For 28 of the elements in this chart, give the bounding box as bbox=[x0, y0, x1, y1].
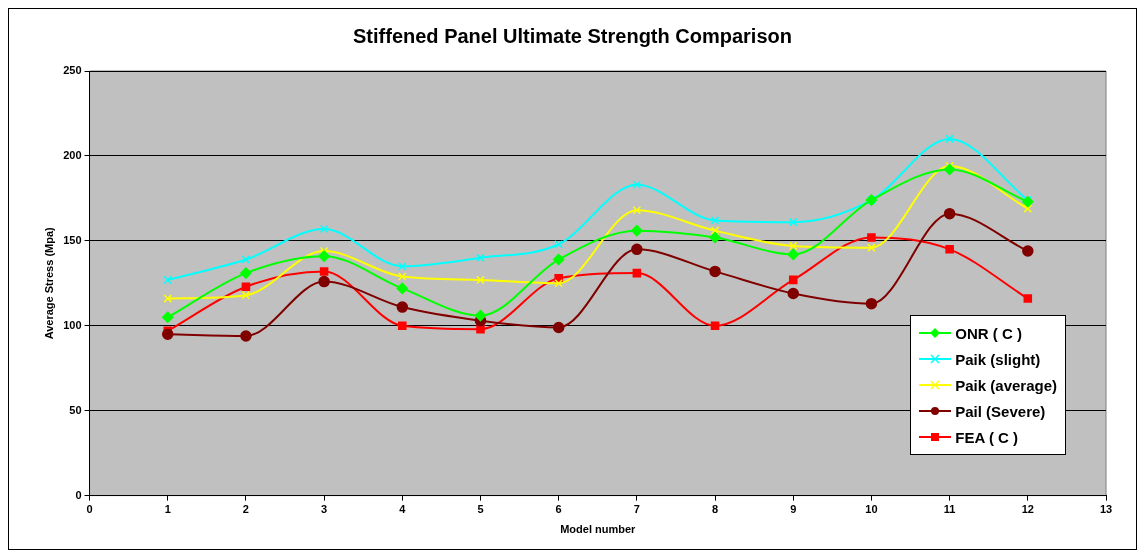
y-tick-label: 100 bbox=[63, 318, 82, 331]
x-tick-label: 12 bbox=[1021, 503, 1034, 516]
x-tick-label: 10 bbox=[865, 503, 878, 516]
y-tick-label: 200 bbox=[63, 148, 82, 161]
legend-label: Paik (slight) bbox=[955, 350, 1041, 368]
chart-title: Stiffened Panel Ultimate Strength Comparison bbox=[353, 24, 792, 47]
x-tick-label: 9 bbox=[790, 503, 797, 516]
y-tick-label: 50 bbox=[69, 403, 82, 416]
x-tick-label: 11 bbox=[943, 503, 956, 516]
y-tick-label: 150 bbox=[63, 233, 82, 246]
legend-label: Paik (average) bbox=[955, 376, 1057, 394]
x-tick-label: 6 bbox=[555, 503, 562, 516]
x-axis-title: Model number bbox=[560, 523, 637, 536]
x-tick-label: 4 bbox=[399, 503, 407, 516]
x-tick-label: 8 bbox=[712, 503, 719, 516]
x-tick-label: 2 bbox=[242, 503, 249, 516]
y-axis-title: Average Stress (Mpa) bbox=[42, 226, 55, 340]
legend-label: FEA ( C ) bbox=[955, 428, 1019, 446]
legend-label: ONR ( C ) bbox=[955, 324, 1022, 342]
x-tick-label: 0 bbox=[86, 503, 93, 516]
x-tick-label: 5 bbox=[477, 503, 484, 516]
y-tick-label: 250 bbox=[63, 64, 82, 77]
y-tick-label: 0 bbox=[75, 488, 82, 501]
legend-label: Pail (Severe) bbox=[955, 402, 1046, 420]
x-tick-label: 7 bbox=[633, 503, 640, 516]
x-tick-label: 13 bbox=[1099, 503, 1113, 516]
x-tick-label: 3 bbox=[321, 503, 328, 516]
x-tick-label: 1 bbox=[164, 503, 171, 516]
